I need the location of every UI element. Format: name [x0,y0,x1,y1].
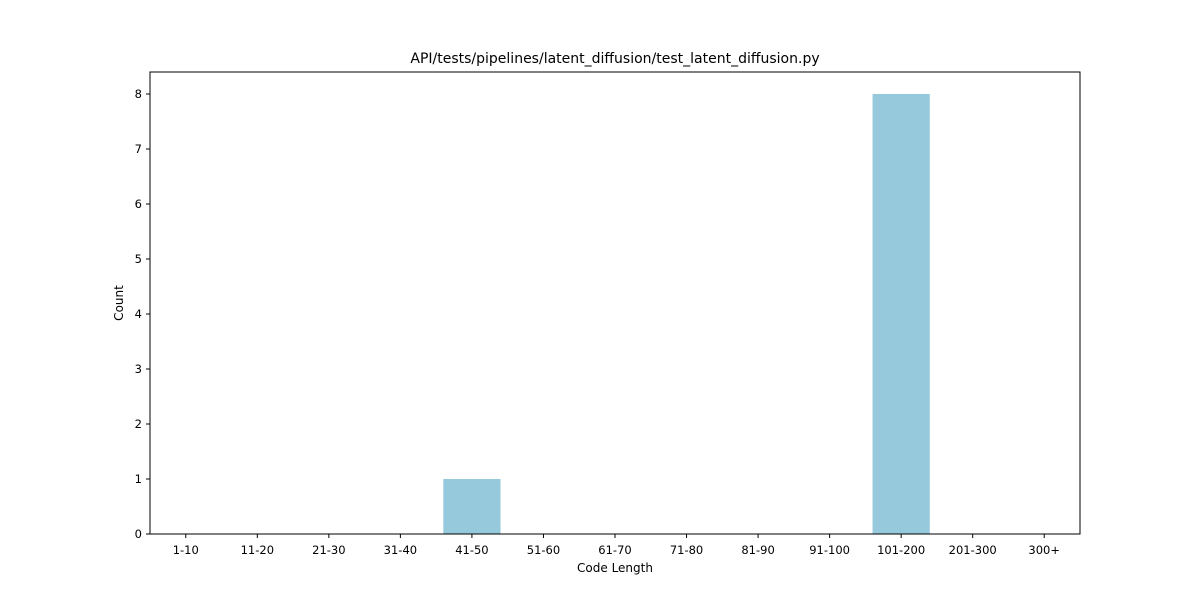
x-axis-label: Code Length [577,561,653,575]
x-tick-label: 61-70 [598,543,631,557]
y-tick-label: 8 [135,87,142,101]
y-axis: 0 1 2 3 4 5 6 7 8 [135,87,150,541]
x-tick-label: 31-40 [384,543,417,557]
x-tick-label: 11-20 [241,543,274,557]
y-tick-label: 3 [135,362,142,376]
x-axis: 1-10 11-20 21-30 31-40 41-50 51-60 61-70 71-80 8… [173,534,1060,557]
bar-41-50 [443,479,501,534]
x-tick-label: 51-60 [527,543,560,557]
y-tick-label: 1 [135,472,142,486]
y-tick-label: 5 [135,252,142,266]
y-axis-label: Count [112,285,126,321]
chart-title: API/tests/pipelines/latent_diffusion/tes… [410,51,819,67]
x-tick-label: 41-50 [455,543,488,557]
bars-layer [443,94,930,534]
bar-101-200 [872,94,930,534]
x-tick-label: 71-80 [670,543,703,557]
y-tick-label: 2 [135,417,142,431]
plot-frame [149,71,1081,535]
y-tick-label: 0 [135,527,142,541]
x-tick-label: 300+ [1028,543,1060,557]
y-tick-label: 4 [135,307,142,321]
x-tick-label: 91-100 [809,543,850,557]
y-tick-label: 7 [135,142,142,156]
x-tick-label: 1-10 [173,543,199,557]
y-tick-label: 6 [135,197,142,211]
x-tick-label: 201-300 [949,543,997,557]
x-tick-label: 101-200 [877,543,925,557]
x-tick-label: 21-30 [312,543,345,557]
x-tick-label: 81-90 [741,543,774,557]
